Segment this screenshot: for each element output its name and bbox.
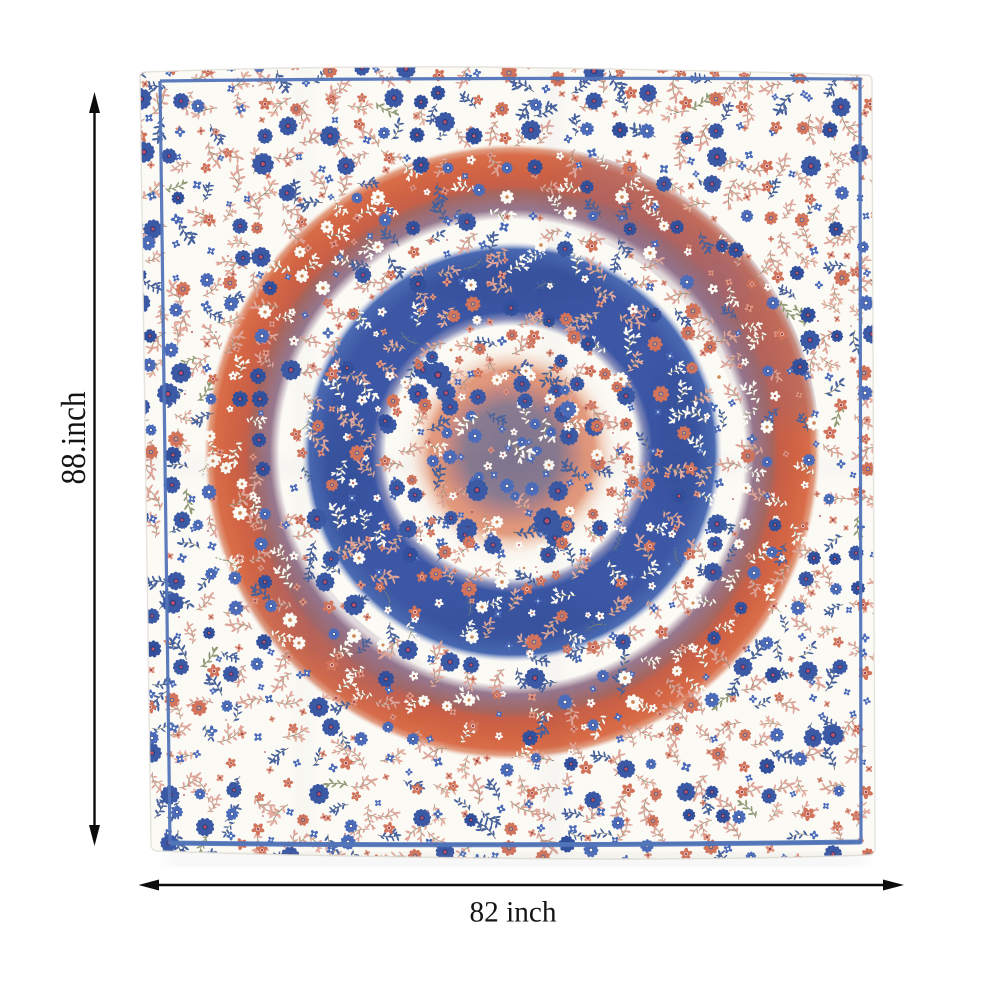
svg-text:88.inch: 88.inch bbox=[54, 391, 93, 484]
svg-text:82 inch: 82 inch bbox=[470, 897, 557, 929]
